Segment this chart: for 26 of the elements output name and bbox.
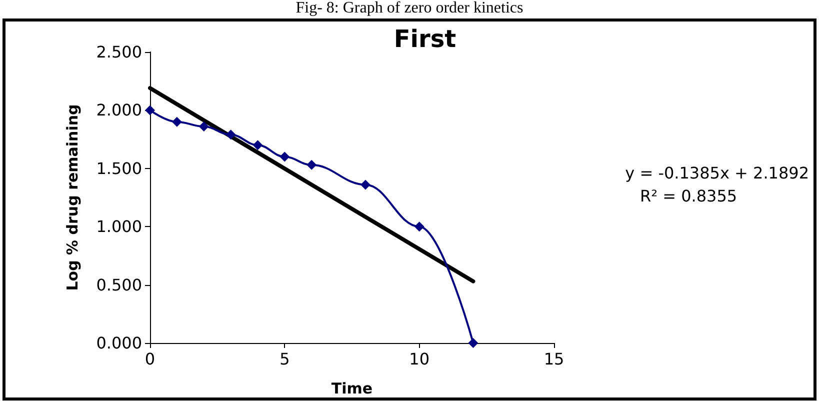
point: [172, 116, 182, 127]
y-tick-label: 0.500: [96, 275, 142, 294]
y-tick-label: 2.000: [96, 100, 142, 120]
y-axis-title: Log % drug remaining: [64, 104, 82, 291]
x-tick-label: 5: [280, 350, 290, 368]
point: [360, 180, 370, 190]
y-tick-label: 0.000: [96, 334, 142, 352]
x-tick-label: 0: [144, 350, 156, 368]
point: [145, 105, 155, 116]
text: Fig- 8: Graph of zero order kinetics: [296, 0, 524, 16]
point: [280, 152, 290, 162]
y-tick-label: 1.000: [96, 217, 142, 236]
point: [198, 121, 209, 132]
point: [468, 338, 478, 348]
x-axis-title: Time: [331, 380, 373, 398]
y-tick-label: 1.500: [96, 158, 142, 178]
point: [252, 140, 263, 150]
chart-title: First: [394, 25, 456, 53]
x-tick-label: 10: [409, 350, 430, 368]
point: [226, 130, 236, 140]
point: [306, 160, 317, 170]
x-tick-label: 15: [544, 350, 564, 368]
text: y = -0.1385x + 2.1892: [625, 164, 810, 182]
y-tick-label: 2.500: [96, 42, 142, 62]
text: R² = 0.8355: [640, 186, 738, 206]
point: [414, 222, 424, 232]
